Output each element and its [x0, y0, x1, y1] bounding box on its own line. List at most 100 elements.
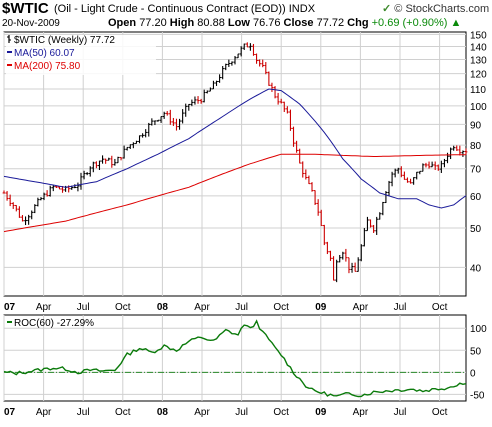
price-bar [79, 172, 83, 190]
roc-legend-label: ROC(60) -27.29% [14, 318, 94, 329]
roc-x-tick: Apr [194, 407, 210, 418]
price-bar [190, 99, 194, 107]
price-x-tick: Apr [194, 302, 210, 313]
price-bar [107, 157, 111, 161]
price-bar [279, 98, 283, 104]
price-bar [45, 190, 49, 197]
price-bar [421, 163, 425, 172]
roc-line [3, 319, 467, 398]
price-bar [236, 53, 240, 59]
price-bar [24, 216, 27, 226]
price-bar [270, 82, 274, 92]
price-bar [285, 106, 289, 114]
price-bar [316, 199, 320, 216]
price-bar [464, 148, 468, 155]
price-bar [350, 262, 354, 273]
price-bar [144, 129, 148, 138]
price-bar [403, 171, 406, 180]
price-bar [21, 215, 24, 222]
price-bar [193, 96, 197, 105]
price-bar [301, 161, 305, 178]
price-x-tick: 07 [4, 302, 16, 313]
price-bar [184, 103, 188, 117]
price-bar [178, 118, 181, 130]
price-bar [58, 186, 61, 190]
price-bar [113, 158, 117, 166]
roc-x-tick: Apr [353, 407, 369, 418]
price-x-tick: 09 [315, 302, 327, 313]
price-bar [439, 160, 443, 173]
price-x-tick: Jul [77, 302, 90, 313]
price-bar [359, 244, 363, 262]
price-bar [353, 262, 357, 272]
price-bar [147, 122, 151, 137]
price-bar [205, 90, 209, 94]
roc-chart[interactable]: -50 0 50 100 07 Apr Jul Oct 08 Apr Jul Oct 09 Apr Jul O… [0, 313, 492, 425]
roc-x-tick: Oct [273, 407, 289, 418]
brand-label[interactable]: ✓ © StockCharts.com [382, 2, 489, 15]
price-bar [387, 180, 391, 197]
price-bar [165, 111, 169, 116]
price-bar [39, 197, 43, 201]
price-bar [119, 156, 123, 161]
price-bar [298, 148, 302, 164]
price-bar [98, 160, 101, 170]
price-bar [138, 135, 141, 144]
price-bar [51, 184, 55, 192]
price-bar [341, 251, 345, 260]
price-bar [95, 161, 98, 169]
chg-value: +0.69 (+0.90%) [371, 17, 448, 29]
price-bar [110, 155, 114, 168]
price-legend-box [6, 35, 156, 75]
price-bar [245, 42, 249, 48]
roc-x-tick: 08 [157, 407, 169, 418]
high-value: 80.88 [197, 17, 225, 29]
price-bar [221, 66, 225, 80]
price-bar [85, 172, 89, 176]
price-bar [319, 209, 323, 227]
price-bar [224, 63, 228, 71]
price-bar [375, 216, 379, 235]
ticker-symbol[interactable]: $WTIC [2, 0, 49, 17]
roc-y-tick: 0 [470, 368, 476, 379]
price-bar [202, 89, 206, 103]
price-bar [258, 59, 262, 67]
price-bar [233, 55, 237, 65]
price-x-tick: 08 [157, 302, 169, 313]
price-x-tick: Jul [235, 302, 248, 313]
price-bar [187, 103, 191, 111]
price-bar [261, 59, 265, 68]
price-bar [424, 162, 428, 168]
roc-x-tick: Oct [115, 407, 131, 418]
price-bar [430, 161, 434, 168]
price-bar [310, 182, 314, 192]
close-value: 77.72 [316, 17, 345, 29]
price-bar [412, 177, 416, 185]
price-x-tick: Oct [432, 302, 448, 313]
price-bar [215, 80, 218, 86]
price-bar [347, 257, 351, 274]
ma50-legend-label: MA(50) 60.07 [14, 48, 75, 59]
price-bar [433, 161, 437, 170]
check-icon: ✓ [382, 3, 392, 15]
roc-x-tick: 07 [4, 407, 16, 418]
price-bar [267, 71, 271, 86]
price-bar [128, 144, 132, 149]
roc-x-tick: Jul [235, 407, 248, 418]
price-bar [218, 74, 221, 83]
price-bar [91, 161, 95, 173]
price-bar [452, 145, 456, 151]
price-bar [135, 140, 138, 145]
price-bar [461, 150, 465, 157]
price-bar [159, 116, 163, 123]
price-bar [335, 259, 339, 283]
price-bar [208, 87, 212, 92]
price-legend-label: $WTIC (Weekly) 77.72 [14, 35, 115, 46]
price-bar [125, 146, 129, 151]
price-bar [116, 156, 120, 164]
price-bar [436, 164, 440, 171]
price-bar [48, 185, 52, 197]
price-bar [73, 184, 77, 189]
price-bar [141, 133, 144, 138]
